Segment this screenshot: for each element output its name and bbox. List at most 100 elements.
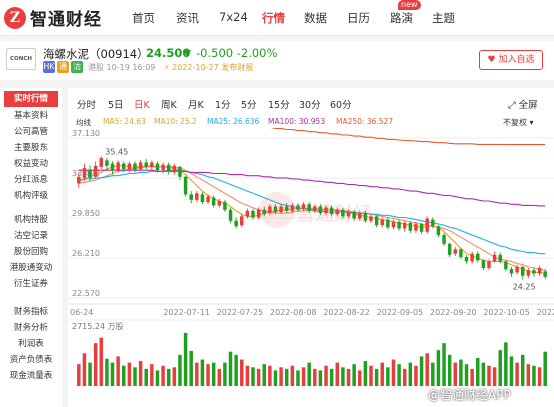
volume-bar	[240, 359, 244, 386]
logo-mark: Z	[4, 6, 26, 29]
ma100-value: 30.953	[298, 117, 326, 126]
volume-bar	[217, 368, 222, 386]
candle-body	[217, 200, 222, 206]
volume-bar	[245, 365, 250, 386]
nav-calendar[interactable]: 日历	[347, 11, 370, 25]
tab-monthly-k[interactable]: 月K	[188, 100, 204, 111]
tab-daily-k[interactable]: 日K	[134, 100, 150, 111]
site-logo[interactable]: Z 智通财经	[4, 5, 102, 30]
nav-data[interactable]: 数据	[304, 11, 327, 25]
low-annotation: 24.25	[513, 283, 536, 292]
kline-chart[interactable]: 37.13033.49029.85026.21022.57006-242022-…	[68, 128, 554, 407]
sidebar-item-institutional[interactable]: 机构持股	[13, 215, 48, 225]
ma5-value: 24.63	[124, 117, 146, 126]
candle-body	[414, 224, 418, 231]
sidebar-item-shareholders[interactable]: 主要股东	[13, 143, 48, 153]
volume-bar	[99, 337, 104, 386]
x-tick-label: 2022-1	[537, 308, 554, 317]
volume-bar	[82, 353, 87, 386]
candle-body	[341, 209, 345, 217]
tab-30min[interactable]: 30分	[299, 100, 321, 111]
volume-bar	[526, 364, 531, 386]
candle-body	[459, 249, 463, 258]
candle-body	[223, 202, 227, 210]
change-pct: -2.00%	[236, 46, 278, 60]
tab-15min[interactable]: 15分	[268, 100, 290, 111]
volume-bar	[166, 368, 171, 386]
earnings-notice[interactable]: ⚡ 2022-10-27 发布财报	[164, 63, 254, 72]
tag-short: 沽	[71, 61, 83, 73]
tab-5day[interactable]: 5日	[108, 100, 124, 111]
candle-body	[391, 221, 396, 228]
volume-bar	[346, 368, 351, 386]
sidebar-item-realtime[interactable]: 实时行情	[4, 91, 58, 107]
candle-body	[82, 168, 87, 178]
stock-header	[0, 41, 554, 80]
nav-roadshow[interactable]: 路演	[390, 11, 413, 25]
candle-body	[313, 206, 317, 211]
adjust-select[interactable]: 不复权 ▾	[503, 117, 534, 128]
tab-1min[interactable]: 1分	[215, 100, 231, 111]
volume-bar	[520, 354, 525, 386]
candle-body	[386, 219, 390, 228]
sidebar-item-balance[interactable]: 资产负债表	[9, 355, 53, 365]
high-annotation: 35.45	[105, 147, 128, 156]
nav-7x24[interactable]: 7x24	[219, 10, 248, 24]
candle-body	[200, 194, 205, 203]
sidebar-item-connect[interactable]: 港股通变动	[9, 263, 53, 273]
sidebar-item-fin-indicators[interactable]: 财务指标	[13, 307, 48, 317]
candle-body	[93, 165, 98, 177]
volume-bar	[341, 367, 345, 386]
sidebar-item-ratings[interactable]: 机构评级	[13, 191, 48, 201]
volume-bar	[251, 367, 255, 386]
tab-60min[interactable]: 60分	[330, 100, 352, 111]
sidebar-item-fin-analysis[interactable]: 财务分析	[13, 323, 48, 333]
volume-bar	[211, 362, 216, 386]
nav-home[interactable]: 首页	[132, 11, 155, 25]
add-watchlist-button[interactable]: ♥ 加入自选	[479, 50, 543, 70]
volume-bar	[504, 342, 508, 386]
sidebar-item-cashflow[interactable]: 现金流量表	[9, 371, 53, 381]
nav-news[interactable]: 资讯	[176, 11, 199, 25]
tab-weekly-k[interactable]: 周K	[161, 100, 177, 111]
stock-change: -0.500 -2.00%	[196, 46, 277, 60]
volume-bar	[172, 367, 177, 386]
sidebar-item-equity-change[interactable]: 权益变动	[13, 159, 48, 169]
ma100-legend: MA100: 30.953	[268, 117, 326, 126]
volume-bar	[431, 362, 435, 386]
ma100-name: MA100	[268, 117, 294, 126]
candle-body	[324, 207, 328, 214]
volume-bar	[369, 365, 373, 386]
tab-intraday[interactable]: 分时	[77, 100, 97, 111]
candle-body	[352, 211, 356, 219]
sidebar-item-derivatives[interactable]: 衍生证券	[13, 279, 48, 289]
volume-bar	[313, 368, 317, 386]
fullscreen-button[interactable]: ⤢ 全屏	[508, 97, 538, 111]
candle-body	[144, 162, 148, 167]
sidebar-item-short[interactable]: 沽空记录	[13, 231, 48, 241]
candle-body	[273, 206, 278, 212]
candle-body	[442, 235, 446, 244]
nav-quotes[interactable]: 行情	[262, 11, 285, 25]
candle-body	[166, 164, 171, 172]
candle-body	[532, 270, 536, 274]
volume-bar	[206, 364, 210, 386]
sidebar-item-profile[interactable]: 基本资料	[13, 111, 48, 121]
tag-connect: 通	[57, 61, 69, 73]
sidebar-item-executives[interactable]: 公司高管	[13, 127, 48, 137]
volume-bar	[324, 365, 328, 386]
volume-bar	[329, 368, 334, 386]
candle-body	[172, 165, 177, 173]
y-tick-label: 22.570	[72, 289, 100, 298]
volume-bar	[397, 364, 401, 386]
sidebar-item-buyback[interactable]: 股份回购	[13, 247, 48, 257]
sidebar-item-dividends[interactable]: 分红派息	[13, 175, 48, 185]
volume-bar	[307, 362, 311, 386]
nav-topics[interactable]: 主题	[432, 11, 455, 25]
candle-body	[397, 221, 401, 229]
candle-body	[110, 163, 115, 171]
sidebar-item-income[interactable]: 利润表	[18, 339, 44, 349]
tab-5min[interactable]: 5分	[241, 100, 257, 111]
volume-bar	[161, 365, 165, 386]
sidebar: 实时行情 基本资料 公司高管 主要股东 权益变动 分红派息 机构评级 机构持股 …	[0, 88, 62, 407]
